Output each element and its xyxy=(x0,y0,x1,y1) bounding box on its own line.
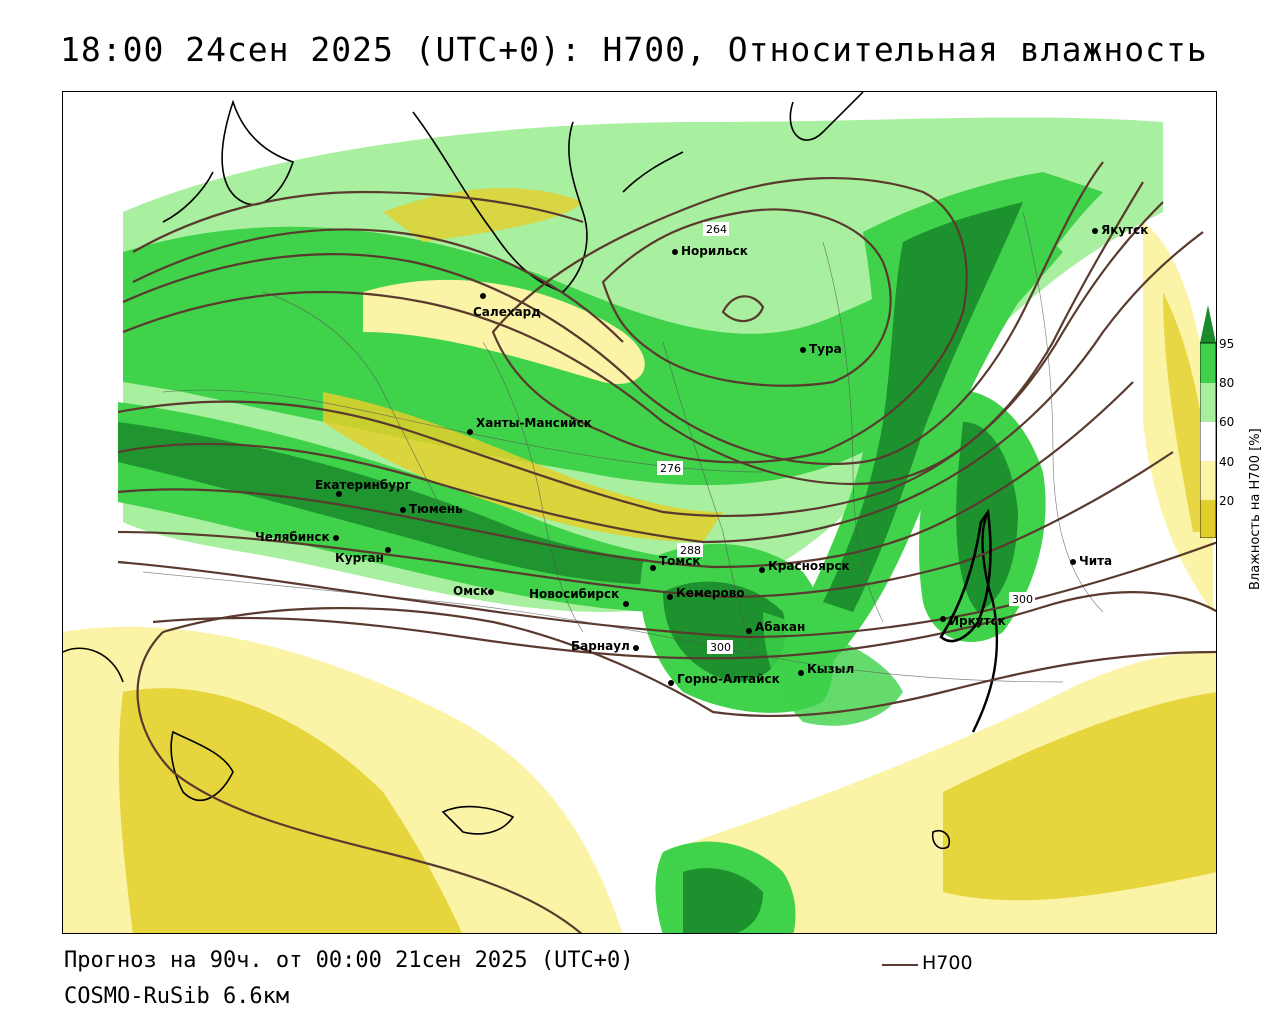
city-label: Иркутск xyxy=(949,614,1006,628)
city-dot xyxy=(336,491,342,497)
contour-label: 276 xyxy=(660,462,681,475)
contour-label: 300 xyxy=(1012,593,1033,606)
legend-line-swatch xyxy=(882,964,918,966)
city-dot xyxy=(672,249,678,255)
city-dot xyxy=(1092,228,1098,234)
forecast-info: Прогноз на 90ч. от 00:00 21сен 2025 (UTC… xyxy=(64,948,634,973)
city-label: Горно-Алтайск xyxy=(677,672,780,686)
city-label: Тура xyxy=(809,342,842,356)
humidity-map: 264 276 288 300 300 Салехард Норильск Ту… xyxy=(63,92,1216,933)
colorbar-tick: 95 xyxy=(1219,337,1235,351)
city-label: Ханты-Мансийск xyxy=(476,416,592,430)
city-label: Курган xyxy=(335,551,384,565)
city-label: Абакан xyxy=(755,620,805,634)
city-dot xyxy=(759,567,765,573)
city-label: Екатеринбург xyxy=(315,478,411,492)
city-dot xyxy=(667,594,673,600)
city-dot xyxy=(480,293,486,299)
city-dot xyxy=(940,616,946,622)
city-label: Томск xyxy=(659,554,701,568)
colorbar-band-20-40 xyxy=(1200,461,1216,500)
city-dot xyxy=(633,645,639,651)
contour-label: 264 xyxy=(706,223,727,236)
city-dot xyxy=(798,670,804,676)
city-dot xyxy=(400,507,406,513)
city-dot xyxy=(668,680,674,686)
colorbar-band-80-95 xyxy=(1200,343,1216,383)
city-markers: Салехард Норильск Тура Якутск Ханты-Манс… xyxy=(255,223,1148,686)
city-label: Якутск xyxy=(1101,223,1148,237)
city-label: Барнаул xyxy=(571,639,630,653)
city-dot xyxy=(623,601,629,607)
city-label: Норильск xyxy=(681,244,748,258)
colorbar-band-60-80 xyxy=(1200,383,1216,422)
colorbar-tick: 40 xyxy=(1219,455,1235,469)
city-dot xyxy=(650,565,656,571)
city-label: Салехард xyxy=(473,305,541,319)
contour-label: 288 xyxy=(680,544,701,557)
city-dot xyxy=(1070,559,1076,565)
colorbar-tick: 20 xyxy=(1219,494,1235,508)
colorbar-band-40-60 xyxy=(1200,422,1216,461)
city-label: Чита xyxy=(1079,554,1112,568)
city-label: Омск xyxy=(453,584,488,598)
colorbar-tip-95 xyxy=(1200,305,1216,343)
colorbar-band-0-20 xyxy=(1200,500,1216,538)
city-label: Тюмень xyxy=(409,502,463,516)
city-label: Кызыл xyxy=(807,662,854,676)
colorbar-tick: 60 xyxy=(1219,415,1235,429)
page-title: 18:00 24сен 2025 (UTC+0): H700, Относите… xyxy=(60,30,1208,69)
city-dot xyxy=(746,628,752,634)
city-dot xyxy=(800,347,806,353)
city-dot xyxy=(333,535,339,541)
map-panel: 264 276 288 300 300 Салехард Норильск Ту… xyxy=(62,91,1217,934)
colorbar xyxy=(1200,305,1216,538)
legend-label: H700 xyxy=(922,952,973,974)
city-dot xyxy=(467,429,473,435)
city-dot xyxy=(488,589,494,595)
contour-label: 300 xyxy=(710,641,731,654)
city-label: Красноярск xyxy=(768,559,850,573)
colorbar-title: Влажность на H700 [%] xyxy=(1248,428,1263,590)
city-label: Новосибирск xyxy=(529,587,619,601)
city-label: Кемерово xyxy=(676,586,745,600)
colorbar-tick: 80 xyxy=(1219,376,1235,390)
model-name: COSMO-RuSib 6.6км xyxy=(64,984,290,1009)
city-label: Челябинск xyxy=(255,530,330,544)
city-dot xyxy=(385,547,391,553)
